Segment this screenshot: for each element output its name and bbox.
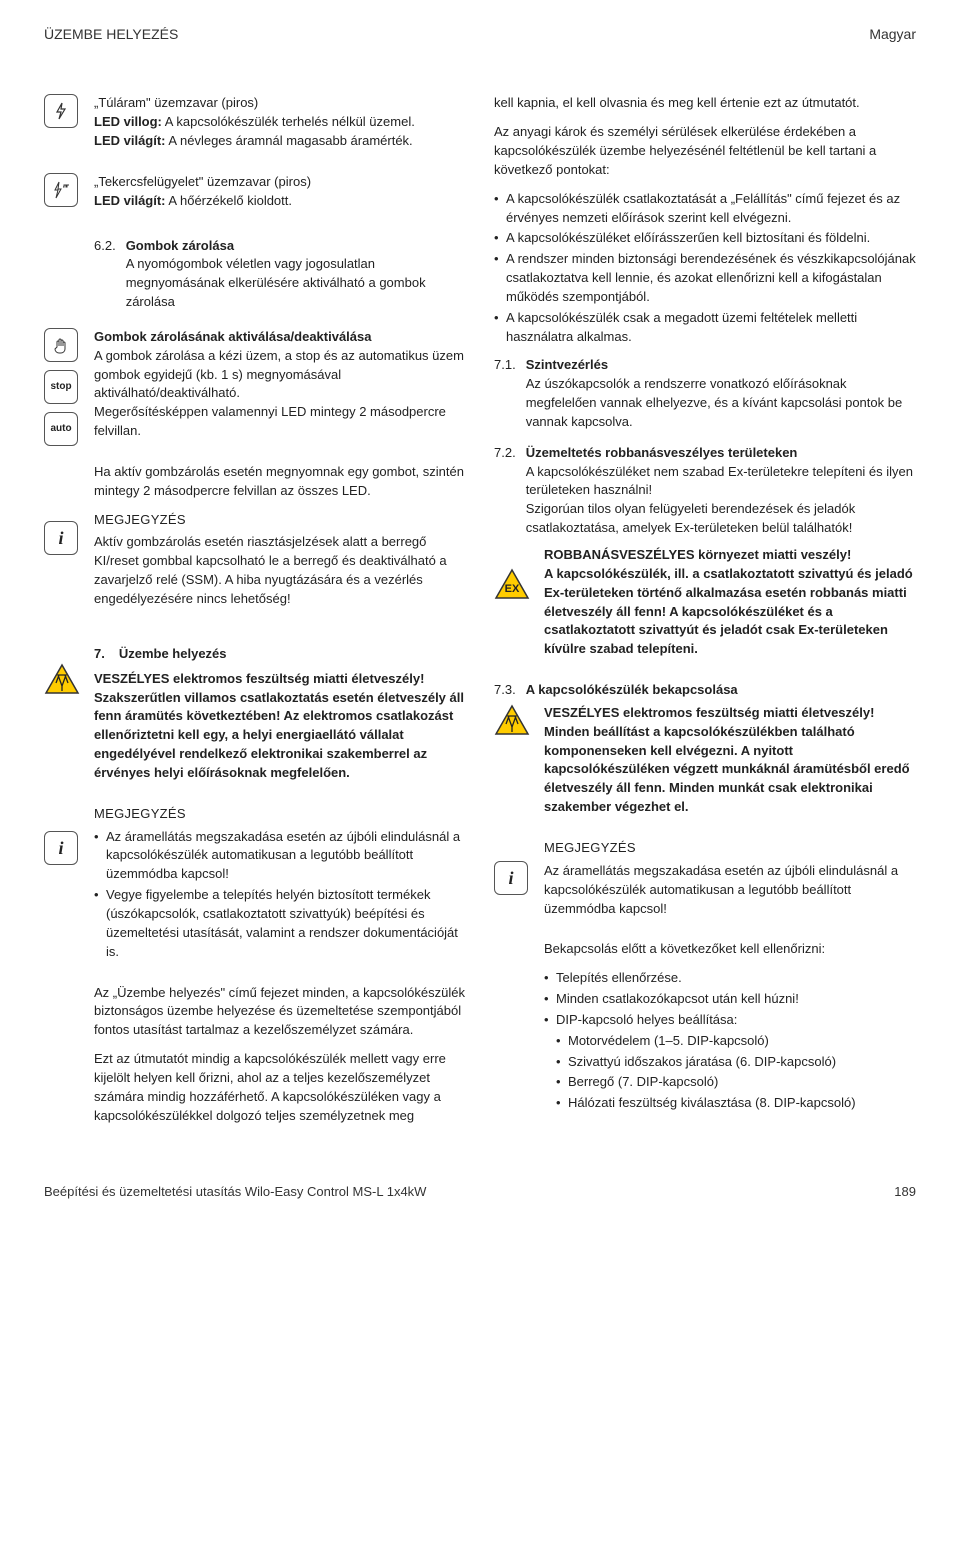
s71-title: Szintvezérlés: [526, 357, 608, 372]
right-b2: A kapcsolókészüléket előírásszerűen kell…: [494, 229, 916, 248]
column-left: „Túláram" üzemzavar (piros) LED villog: …: [44, 94, 466, 1147]
fault-overcurrent: „Túláram" üzemzavar (piros) LED villog: …: [44, 94, 466, 161]
fault2-title: „Tekercsfelügyelet" üzemzavar (piros): [94, 174, 311, 189]
fault2-line1a: LED világít:: [94, 193, 166, 208]
danger2-block: VESZÉLYES elektromos feszültség miatti é…: [494, 704, 916, 827]
s71-body: Az úszókapcsolók a rendszerre vonatkozó …: [526, 376, 903, 429]
section-7-3: 7.3. A kapcsolókészülék bekapcsolása: [494, 681, 916, 700]
note2-b2: Vegye figyelembe a telepítés helyén bizt…: [94, 886, 466, 961]
s7-num: 7.: [94, 645, 105, 664]
info-icon: i: [44, 831, 78, 865]
ex-warning-block: EX ROBBANÁSVESZÉLYES környezet miatti ve…: [494, 546, 916, 669]
left-para1: Az „Üzembe helyezés" című fejezet minden…: [94, 984, 466, 1041]
lock-note-block: i Ha aktív gombzárolás esetén megnyomnak…: [44, 463, 466, 619]
s62-body: A nyomógombok véletlen vagy jogosulatlan…: [126, 256, 426, 309]
s62-num: 6.2.: [94, 237, 116, 312]
lock-body2: Megerősítésképpen valamennyi LED mintegy…: [94, 404, 446, 438]
footer-right: 189: [894, 1183, 916, 1202]
para-block: Az „Üzembe helyezés" című fejezet minden…: [44, 984, 466, 1136]
column-right: kell kapnia, el kell olvasnia és meg kel…: [494, 94, 916, 1147]
check-s4: Hálózati feszültség kiválasztása (8. DIP…: [544, 1094, 916, 1113]
danger2-body: Minden beállítást a kapcsolókészülékben …: [544, 724, 910, 814]
check-s1: Motorvédelem (1–5. DIP-kapcsoló): [544, 1032, 916, 1051]
note3-body: Az áramellátás megszakadása esetén az új…: [544, 862, 916, 919]
section-7-2: 7.2. Üzemeltetés robbanásveszélyes terül…: [494, 444, 916, 538]
svg-text:EX: EX: [505, 583, 520, 595]
page-header: ÜZEMBE HELYEZÉS Magyar: [44, 24, 916, 44]
fault1-line1: A kapcsolókészülék terhelés nélkül üzeme…: [165, 114, 415, 129]
section-6-2: 6.2. Gombok zárolása A nyomógombok vélet…: [44, 233, 466, 316]
s72-title: Üzemeltetés robbanásveszélyes területeke…: [526, 445, 798, 460]
page-footer: Beépítési és üzemeltetési utasítás Wilo-…: [44, 1183, 916, 1202]
note1-label: MEGJEGYZÉS: [94, 511, 466, 530]
right-para1: Az anyagi károk és személyi sérülések el…: [494, 123, 916, 180]
section-7-1: 7.1. Szintvezérlés Az úszókapcsolók a re…: [494, 356, 916, 431]
right-para0: kell kapnia, el kell olvasnia és meg kel…: [494, 94, 916, 113]
info-icon: i: [44, 521, 78, 555]
bolt-icon: [44, 94, 78, 128]
s71-num: 7.1.: [494, 356, 516, 431]
header-left: ÜZEMBE HELYEZÉS: [44, 24, 178, 44]
s72-body2: Szigorúan tilos olyan felügyeleti berend…: [526, 501, 856, 535]
checklist-block: Bekapcsolás előtt a következőket kell el…: [494, 940, 916, 1123]
ex-body: A kapcsolókészülék, ill. a csatlakoztato…: [544, 566, 913, 656]
check-s3: Berregő (7. DIP-kapcsoló): [544, 1073, 916, 1092]
ex-icon: EX: [494, 568, 530, 600]
warning-icon: [494, 704, 530, 736]
s62-title: Gombok zárolása: [126, 238, 234, 253]
note3-label: MEGJEGYZÉS: [544, 839, 916, 858]
lock-title: Gombok zárolásának aktiválása/deaktiválá…: [94, 329, 372, 344]
info-icon: i: [494, 861, 528, 895]
danger1-body: Szakszerűtlen villamos csatlakoztatás es…: [94, 690, 464, 780]
check-s2: Szivattyú időszakos járatása (6. DIP-kap…: [544, 1053, 916, 1072]
section-7: 7. Üzembe helyezés VESZÉLYES elektromos …: [44, 631, 466, 793]
lock-body: A gombok zárolása a kézi üzem, a stop és…: [94, 348, 464, 401]
s73-title: A kapcsolókészülék bekapcsolása: [526, 681, 738, 700]
note2-label: MEGJEGYZÉS: [94, 805, 466, 824]
check-b3: DIP-kapcsoló helyes beállítása:: [544, 1011, 916, 1030]
fault-winding: „Tekercsfelügyelet" üzemzavar (piros) LE…: [44, 173, 466, 221]
s72-num: 7.2.: [494, 444, 516, 538]
note1-body: Aktív gombzárolás esetén riasztásjelzése…: [94, 533, 466, 608]
right-b3: A rendszer minden biztonsági berendezésé…: [494, 250, 916, 307]
fault1-title: „Túláram" üzemzavar (piros): [94, 95, 258, 110]
note2-block: i MEGJEGYZÉS Az áramellátás megszakadása…: [44, 805, 466, 972]
left-para2: Ezt az útmutatót mindig a kapcsolókészül…: [94, 1050, 466, 1125]
s72-body1: A kapcsolókészüléket nem szabad Ex-terül…: [526, 464, 913, 498]
fault1-line2: A névleges áramnál magasabb áramérték.: [168, 133, 412, 148]
hand-icon: [44, 328, 78, 362]
ex-title: ROBBANÁSVESZÉLYES környezet miatti veszé…: [544, 547, 851, 562]
s7-title: Üzembe helyezés: [119, 645, 227, 664]
warning-icon: [44, 663, 80, 695]
header-right: Magyar: [869, 24, 916, 44]
check-b1: Telepítés ellenőrzése.: [544, 969, 916, 988]
fault2-line1: A hőérzékelő kioldott.: [168, 193, 292, 208]
check-b2: Minden csatlakozókapcsot után kell húzni…: [544, 990, 916, 1009]
footer-left: Beépítési és üzemeltetési utasítás Wilo-…: [44, 1183, 426, 1202]
lock2-text: Ha aktív gombzárolás esetén megnyomnak e…: [94, 463, 466, 501]
right-b1: A kapcsolókészülék csatlakoztatását a „F…: [494, 190, 916, 228]
danger1-title: VESZÉLYES elektromos feszültség miatti é…: [94, 671, 424, 686]
fault1-line2a: LED világít:: [94, 133, 166, 148]
note3-block: i MEGJEGYZÉS Az áramellátás megszakadása…: [494, 839, 916, 928]
check-intro: Bekapcsolás előtt a következőket kell el…: [544, 940, 916, 959]
coil-icon: [44, 173, 78, 207]
page-content: „Túláram" üzemzavar (piros) LED villog: …: [44, 94, 916, 1147]
stop-icon: stop: [44, 370, 78, 404]
right-b4: A kapcsolókészülék csak a megadott üzemi…: [494, 309, 916, 347]
button-lock-block: stop auto Gombok zárolásának aktiválása/…: [44, 328, 466, 451]
s73-num: 7.3.: [494, 681, 516, 700]
note2-b1: Az áramellátás megszakadása esetén az új…: [94, 828, 466, 885]
danger2-title: VESZÉLYES elektromos feszültség miatti é…: [544, 705, 874, 720]
fault1-line1a: LED villog:: [94, 114, 162, 129]
auto-icon: auto: [44, 412, 78, 446]
